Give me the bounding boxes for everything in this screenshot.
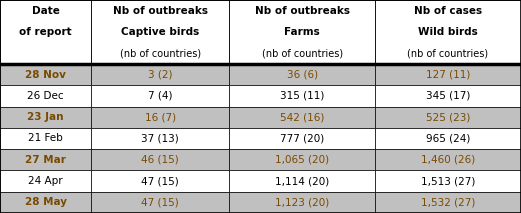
Bar xyxy=(229,0,375,64)
Text: 26 Dec: 26 Dec xyxy=(27,91,64,101)
Text: Nb of cases: Nb of cases xyxy=(414,6,482,16)
Text: 1,114 (20): 1,114 (20) xyxy=(275,176,329,186)
Text: Farms: Farms xyxy=(284,27,320,37)
Text: 777 (20): 777 (20) xyxy=(280,134,324,143)
Bar xyxy=(375,64,521,85)
Text: 21 Feb: 21 Feb xyxy=(28,134,63,143)
Text: Date: Date xyxy=(32,6,59,16)
Text: 47 (15): 47 (15) xyxy=(141,197,179,207)
Bar xyxy=(0,149,91,170)
Text: 965 (24): 965 (24) xyxy=(426,134,470,143)
Bar xyxy=(375,192,521,213)
Bar xyxy=(91,192,229,213)
Bar xyxy=(0,128,91,149)
Bar xyxy=(91,64,229,85)
Text: 3 (2): 3 (2) xyxy=(148,70,172,79)
Bar xyxy=(0,0,91,64)
Bar xyxy=(0,192,91,213)
Text: 47 (15): 47 (15) xyxy=(141,176,179,186)
Text: 1,460 (26): 1,460 (26) xyxy=(421,155,475,165)
Bar xyxy=(375,106,521,128)
Text: (nb of countries): (nb of countries) xyxy=(120,48,201,58)
Bar xyxy=(229,149,375,170)
Text: Wild birds: Wild birds xyxy=(418,27,478,37)
Text: 1,513 (27): 1,513 (27) xyxy=(421,176,475,186)
Bar xyxy=(0,64,91,85)
Text: 27 Mar: 27 Mar xyxy=(25,155,66,165)
Bar xyxy=(375,0,521,64)
Bar xyxy=(91,128,229,149)
Text: 24 Apr: 24 Apr xyxy=(28,176,63,186)
Bar xyxy=(375,149,521,170)
Text: 16 (7): 16 (7) xyxy=(145,112,176,122)
Text: 127 (11): 127 (11) xyxy=(426,70,470,79)
Bar xyxy=(91,0,229,64)
Text: 46 (15): 46 (15) xyxy=(141,155,179,165)
Bar xyxy=(91,106,229,128)
Text: 36 (6): 36 (6) xyxy=(287,70,318,79)
Bar xyxy=(0,170,91,192)
Text: (nb of countries): (nb of countries) xyxy=(262,48,343,58)
Text: (nb of countries): (nb of countries) xyxy=(407,48,489,58)
Text: of report: of report xyxy=(19,27,72,37)
Bar xyxy=(375,128,521,149)
Bar xyxy=(229,128,375,149)
Bar xyxy=(375,85,521,106)
Text: Nb of outbreaks: Nb of outbreaks xyxy=(113,6,208,16)
Text: 1,065 (20): 1,065 (20) xyxy=(275,155,329,165)
Text: 1,532 (27): 1,532 (27) xyxy=(421,197,475,207)
Bar xyxy=(229,192,375,213)
Text: 28 Nov: 28 Nov xyxy=(25,70,66,79)
Text: 28 May: 28 May xyxy=(24,197,67,207)
Bar xyxy=(229,85,375,106)
Bar xyxy=(0,106,91,128)
Text: 23 Jan: 23 Jan xyxy=(27,112,64,122)
Text: 525 (23): 525 (23) xyxy=(426,112,470,122)
Text: Nb of outbreaks: Nb of outbreaks xyxy=(255,6,350,16)
Bar xyxy=(229,106,375,128)
Text: Captive birds: Captive birds xyxy=(121,27,200,37)
Text: 315 (11): 315 (11) xyxy=(280,91,325,101)
Bar xyxy=(91,149,229,170)
Text: 542 (16): 542 (16) xyxy=(280,112,325,122)
Bar xyxy=(91,85,229,106)
Bar xyxy=(229,170,375,192)
Bar xyxy=(0,85,91,106)
Text: 345 (17): 345 (17) xyxy=(426,91,470,101)
Bar xyxy=(229,64,375,85)
Text: 7 (4): 7 (4) xyxy=(148,91,172,101)
Bar xyxy=(91,170,229,192)
Text: 37 (13): 37 (13) xyxy=(141,134,179,143)
Bar xyxy=(375,170,521,192)
Text: 1,123 (20): 1,123 (20) xyxy=(275,197,329,207)
